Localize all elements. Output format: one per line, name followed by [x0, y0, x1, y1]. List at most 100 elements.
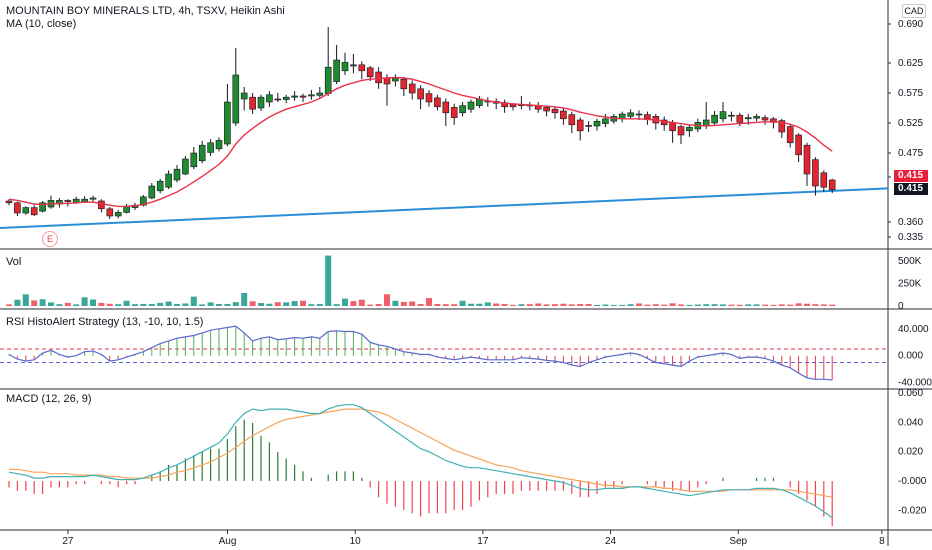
candle-body: [560, 110, 567, 120]
volume-bar: [694, 304, 701, 306]
volume-bar: [812, 304, 819, 306]
candle-body: [383, 77, 391, 85]
candle-body: [30, 207, 38, 216]
macd-tick-label: 0.020: [898, 447, 923, 458]
price-tick-label: 0.360: [898, 217, 923, 228]
volume-bar: [409, 301, 416, 306]
volume-bar: [476, 303, 483, 306]
volume-tick-label: 0: [898, 301, 904, 312]
volume-bar: [484, 302, 491, 306]
candle-body: [450, 107, 458, 118]
volume-bar: [224, 303, 231, 306]
time-tick-label: Aug: [219, 536, 237, 547]
candle-body: [358, 64, 366, 72]
candle-body: [375, 71, 382, 84]
candle-body: [114, 212, 122, 217]
candle-body: [324, 66, 332, 94]
candle-body: [215, 140, 223, 150]
volume-bar: [64, 302, 71, 306]
price-tick-label: 0.690: [898, 19, 923, 30]
candle-body: [417, 88, 424, 100]
volume-bar: [81, 297, 88, 306]
volume-bar: [686, 304, 693, 306]
price-tick-label: 0.475: [898, 148, 923, 159]
candle-body: [543, 107, 550, 112]
candle-body: [392, 77, 399, 82]
volume-bar: [711, 304, 718, 306]
volume-bar: [22, 294, 29, 306]
rsi-pane[interactable]: [0, 325, 888, 381]
volume-bar: [216, 304, 222, 306]
macd-pane[interactable]: [8, 404, 833, 527]
macd-tick-label: 0.060: [898, 388, 923, 399]
candle-body: [459, 105, 466, 114]
volume-bar: [266, 303, 273, 306]
price-pane[interactable]: [0, 27, 889, 229]
volume-bar: [342, 298, 348, 306]
volume-bar: [182, 303, 189, 306]
candle-body: [812, 159, 819, 187]
volume-bar: [770, 304, 777, 306]
candle-body: [795, 134, 802, 156]
volume-bar: [552, 304, 558, 306]
candle-body: [182, 158, 189, 175]
volume-bar: [375, 304, 382, 306]
volume-bar: [451, 304, 458, 306]
candle-body: [224, 101, 231, 145]
time-tick-label: 8: [879, 536, 885, 547]
candle-body: [249, 96, 256, 110]
last-price-label: 0.415: [894, 170, 928, 182]
volume-bar: [778, 304, 785, 306]
volume-bar: [619, 304, 626, 306]
volume-bar: [241, 292, 248, 306]
volume-bar: [123, 300, 130, 306]
rsi-line: [8, 325, 833, 381]
candle-body: [240, 92, 248, 100]
volume-bar: [6, 304, 12, 306]
volume-bar: [526, 304, 533, 306]
volume-bar: [249, 301, 256, 306]
volume-bar: [367, 304, 374, 306]
candle-body: [64, 200, 72, 202]
volume-bar: [820, 304, 827, 306]
candle-body: [165, 173, 172, 188]
volume-bar: [661, 304, 668, 306]
candle-body: [148, 185, 156, 199]
volume-bar: [510, 304, 516, 306]
volume-bar: [804, 303, 810, 306]
volume-bar: [300, 300, 306, 306]
volume-bar: [720, 304, 726, 306]
volume-bar: [652, 304, 659, 306]
candle-body: [602, 118, 609, 124]
volume-pane[interactable]: [6, 255, 836, 306]
volume-bar: [14, 299, 21, 306]
candle-body: [366, 67, 374, 78]
currency-badge[interactable]: CAD: [902, 4, 926, 18]
candle-body: [173, 168, 181, 181]
volume-bar: [577, 304, 584, 306]
volume-bar: [392, 300, 399, 306]
candle-body: [39, 202, 46, 212]
volume-bar: [585, 304, 592, 306]
candle-body: [299, 95, 307, 98]
time-axis[interactable]: 27Aug101724Sep8142128O: [62, 530, 932, 547]
volume-bar: [174, 304, 180, 306]
candle-body: [89, 197, 97, 200]
volume-bar: [333, 304, 340, 306]
time-tick-label: 24: [605, 536, 617, 547]
candle-body: [341, 62, 349, 72]
candle-body: [106, 208, 114, 217]
volume-bar: [829, 304, 836, 306]
volume-bar: [232, 302, 239, 306]
volume-bar: [728, 304, 735, 306]
volume-bar: [400, 301, 407, 306]
price-axis[interactable]: 0.6900.6250.5750.5250.4750.4350.3600.335…: [888, 19, 932, 516]
candle-body: [266, 94, 273, 103]
volume-bar: [316, 304, 323, 306]
time-tick-label: 17: [477, 536, 489, 547]
earnings-marker[interactable]: E: [42, 231, 58, 247]
candle-body: [291, 95, 298, 98]
volume-bar: [132, 304, 138, 306]
rsi-tick-label: 40.000: [898, 324, 929, 335]
